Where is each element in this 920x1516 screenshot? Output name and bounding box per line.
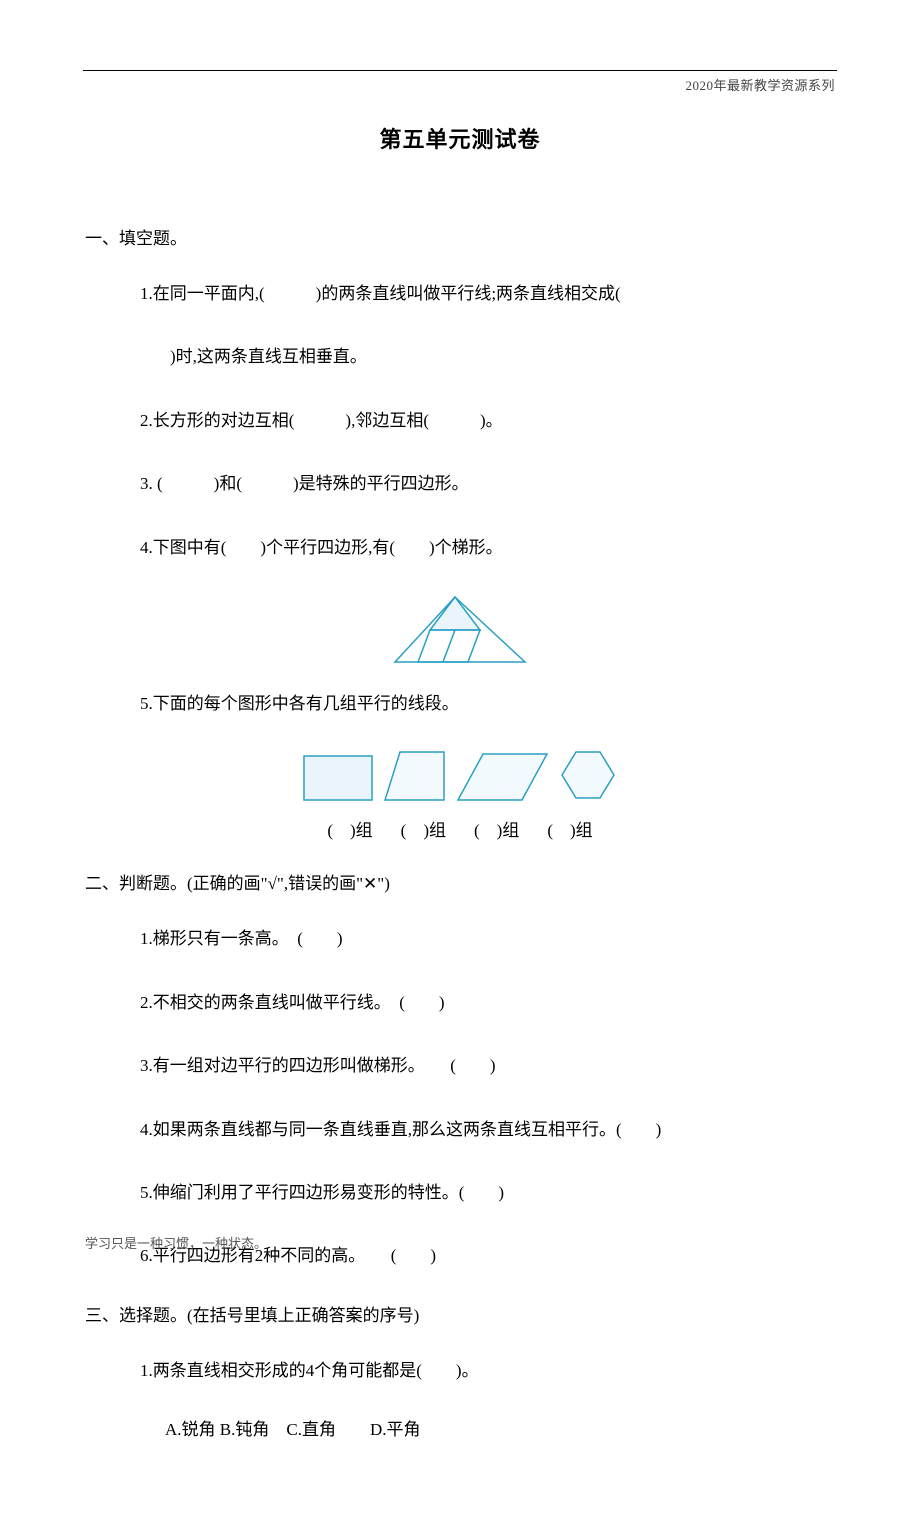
header-text: 2020年最新教学资源系列 bbox=[85, 75, 835, 94]
group-label: ( )组 bbox=[401, 816, 446, 841]
section2-heading: 二、判断题。(正确的画"√",错误的画"✕") bbox=[85, 869, 835, 894]
s1-q5: 5.下面的每个图形中各有几组平行的线段。 bbox=[140, 685, 835, 722]
header-rule bbox=[83, 70, 837, 71]
s1-q1-line1: 1.在同一平面内,( )的两条直线叫做平行线;两条直线相交成( bbox=[140, 275, 835, 312]
s1-q4: 4.下图中有( )个平行四边形,有( )个梯形。 bbox=[140, 529, 835, 566]
hexagon-icon bbox=[558, 748, 618, 802]
group-label: ( )组 bbox=[547, 816, 592, 841]
shapes-row bbox=[85, 748, 835, 802]
s3-q1-options: A.锐角 B.钝角 C.直角 D.平角 bbox=[165, 1415, 835, 1440]
section1-heading: 一、填空题。 bbox=[85, 224, 835, 249]
group-label: ( )组 bbox=[327, 816, 372, 841]
section3-heading: 三、选择题。(在括号里填上正确答案的序号) bbox=[85, 1301, 835, 1326]
s3-q1: 1.两条直线相交形成的4个角可能都是( )。 bbox=[140, 1352, 835, 1389]
s2-q2: 2.不相交的两条直线叫做平行线。 ( ) bbox=[140, 984, 835, 1021]
group-labels-row: ( )组 ( )组 ( )组 ( )组 bbox=[85, 816, 835, 841]
rectangle-icon bbox=[302, 754, 374, 802]
s2-q1: 1.梯形只有一条高。 ( ) bbox=[140, 920, 835, 957]
s2-q5: 5.伸缩门利用了平行四边形易变形的特性。( ) bbox=[140, 1174, 835, 1211]
group-label: ( )组 bbox=[474, 816, 519, 841]
page-title: 第五单元测试卷 bbox=[85, 122, 835, 154]
s1-q2: 2.长方形的对边互相( ),邻边互相( )。 bbox=[140, 402, 835, 439]
s1-q3: 3. ( )和( )是特殊的平行四边形。 bbox=[140, 465, 835, 502]
parallelogram-icon bbox=[455, 752, 550, 802]
triangle-figure bbox=[85, 592, 835, 667]
s2-q3: 3.有一组对边平行的四边形叫做梯形。 ( ) bbox=[140, 1047, 835, 1084]
footer-text: 学习只是一种习惯，一种状态。 bbox=[85, 1233, 267, 1252]
s2-q4: 4.如果两条直线都与同一条直线垂直,那么这两条直线互相平行。( ) bbox=[140, 1111, 835, 1148]
trapezoid-icon bbox=[382, 750, 447, 802]
s1-q1-line2: )时,这两条直线互相垂直。 bbox=[170, 338, 835, 375]
